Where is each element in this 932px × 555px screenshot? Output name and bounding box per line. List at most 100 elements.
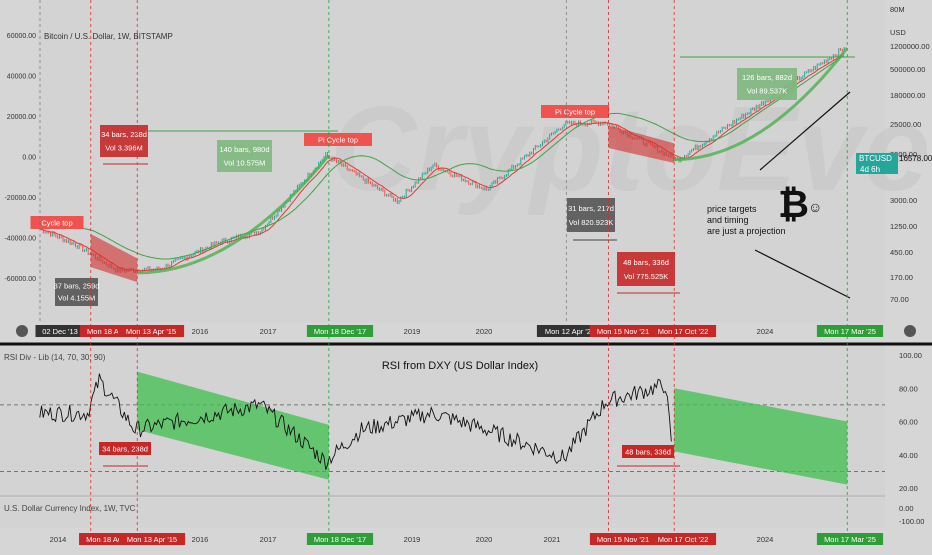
time-label-bottom-12: Mon 17 Mar '25 — [824, 535, 876, 544]
price-axis-tick-6: 8000.00 — [890, 150, 917, 159]
ma-red-line — [39, 52, 845, 272]
time-label-bottom-4: 2017 — [260, 535, 277, 544]
box-34-vol: Vol 3.396M — [105, 144, 143, 153]
time-label-top-12: Mon 17 Mar '25 — [824, 327, 876, 336]
rsi-line — [39, 373, 672, 470]
tag-pi-cycle-2-label: Pi Cycle top — [318, 136, 358, 145]
time-label-top-10: Mon 17 Oct '22 — [658, 327, 709, 336]
time-label-bottom-10: Mon 17 Oct '22 — [658, 535, 709, 544]
rsi-layer: 34 bars, 238d 48 bars, 336d — [0, 371, 885, 485]
rsi-axis-tick-4: 20.00 — [899, 484, 918, 493]
price-axis-tick-8: 1250.00 — [890, 222, 917, 231]
arrow-up-line — [759, 91, 851, 171]
dxy-axis-tick-0: 0.00 — [899, 504, 914, 513]
box-31-bg — [567, 198, 615, 232]
time-label-top-6: 2019 — [404, 327, 421, 336]
time-label-bottom-5: Mon 18 Dec '17 — [314, 535, 366, 544]
price-axis-tick-5: 25000.00 — [890, 120, 921, 129]
time-label-bottom-bg-9 — [589, 533, 657, 545]
time-label-bottom-bg-10 — [649, 533, 717, 545]
rsi-tag-34-bg — [99, 442, 151, 455]
rsi-axis-tick-3: 40.00 — [899, 451, 918, 460]
time-label-bottom-2: Mon 13 Apr '15 — [127, 535, 177, 544]
current-price: 16578.00 — [899, 154, 932, 163]
left-axis-tick-4: -20000.00 — [4, 195, 36, 202]
red-zone-2022 — [608, 125, 675, 164]
time-label-bottom-8: 2021 — [544, 535, 561, 544]
scroll-left-icon[interactable] — [16, 325, 28, 337]
box-31-vol: Vol 820.923K — [569, 218, 614, 227]
rsi-axis-tick-2: 60.00 — [899, 418, 918, 427]
ma-green-line — [39, 55, 845, 260]
symbol-title: Bitcoin / U.S. Dollar, 1W, BITSTAMP — [44, 32, 173, 41]
rsi-axis-tick-0: 100.00 — [899, 351, 922, 360]
rsi-tag-34-label: 34 bars, 238d — [102, 445, 148, 454]
time-label-top-bg-2 — [117, 325, 185, 337]
box-126-bars: 126 bars, 882d — [742, 73, 792, 82]
arrow-down-line — [754, 249, 851, 299]
dxy-axis-tick-1: -100.00 — [899, 517, 924, 526]
left-axis-tick-6: -60000.00 — [4, 276, 36, 283]
box-126-vol: Vol 89.537K — [747, 87, 787, 96]
price-ticker: BTCUSD — [859, 154, 892, 163]
time-label-top-bg-5 — [306, 325, 374, 337]
rsi-axis-tick-1: 80.00 — [899, 384, 918, 393]
time-label-top-bg-12 — [816, 325, 884, 337]
price-axis-tick-1: USD — [890, 28, 906, 37]
price-axis-tick-9: 450.00 — [890, 248, 913, 257]
dxy-panel-bg — [0, 498, 885, 528]
left-axis-tick-5: -40000.00 — [4, 236, 36, 243]
time-label-bottom-1: Mon 18 Aug '1 — [86, 535, 134, 544]
price-axis-tick-0: 80M — [890, 5, 905, 14]
box-37-vol: Vol 4.155M — [58, 293, 96, 302]
time-label-bottom-3: 2016 — [192, 535, 209, 544]
time-label-bottom-7: 2020 — [476, 535, 493, 544]
tag-cycle-top-1-label: Cycle top — [41, 219, 72, 228]
rsi-indicator-label: RSI Div - Lib (14, 70, 30, 90) — [4, 353, 106, 362]
tag-pi-cycle-2-bg — [304, 133, 372, 146]
box-34-bars: 34 bars, 238d — [101, 130, 147, 139]
left-axis-tick-3: 0.00 — [22, 155, 36, 162]
price-axis-tick-2: 1200000.00 — [890, 42, 930, 51]
price-axis-tick-10: 170.00 — [890, 273, 913, 282]
countdown-bg — [856, 164, 898, 174]
time-label-top-2: Mon 13 Apr '15 — [126, 327, 176, 336]
box-48-bg — [617, 252, 675, 286]
price-axis-tick-3: 500000.00 — [890, 65, 925, 74]
time-label-top-11: 2024 — [757, 327, 774, 336]
countdown: 4d 6h — [860, 165, 880, 174]
bitcoin-icon: ₿ — [778, 184, 809, 226]
time-label-top-bg-10 — [649, 325, 717, 337]
rsi-tag-48-bg — [622, 445, 674, 458]
green-arc-2017 — [137, 154, 331, 275]
time-label-top-8: Mon 12 Apr '21 — [545, 327, 595, 336]
time-label-bottom-6: 2019 — [404, 535, 421, 544]
box-34-bg — [100, 125, 148, 157]
note-line-3: are just a projection — [707, 226, 786, 236]
box-37-bars: 37 bars, 259d — [54, 282, 100, 291]
left-axis-tick-0: 60000.00 — [7, 33, 36, 40]
red-zone-2014 — [90, 233, 138, 283]
time-label-bottom-bg-5 — [306, 533, 374, 545]
green-arc-2025 — [674, 47, 849, 162]
axis-layer: 80M USD 1200000.00 500000.00 180000.00 25000.… — [4, 0, 930, 545]
time-label-top-bg-0 — [35, 325, 85, 337]
left-axis-tick-1: 40000.00 — [7, 74, 36, 81]
smiley-icon: ☺ — [808, 199, 822, 215]
time-label-bottom-9: Mon 15 Nov '21 — [597, 535, 649, 544]
time-label-top-3: 2016 — [192, 327, 209, 336]
time-label-top-9: Mon 15 Nov '21 — [597, 327, 649, 336]
rsi-title: RSI from DXY (US Dollar Index) — [382, 360, 538, 372]
rsi-channel-2 — [674, 388, 848, 485]
price-axis-tick-7: 3000.00 — [890, 196, 917, 205]
time-label-top-0: 02 Dec '13 — [42, 327, 78, 336]
box-48-bars: 48 bars, 336d — [623, 258, 669, 267]
box-140-vol: Vol 10.575M — [224, 159, 266, 168]
time-label-top-7: 2020 — [476, 327, 493, 336]
time-label-bottom-0: 2014 — [50, 535, 67, 544]
tag-pi-cycle-3-label: Pi Cycle top — [555, 108, 595, 117]
price-ticker-bg — [856, 153, 898, 164]
scroll-right-icon[interactable] — [904, 325, 916, 337]
